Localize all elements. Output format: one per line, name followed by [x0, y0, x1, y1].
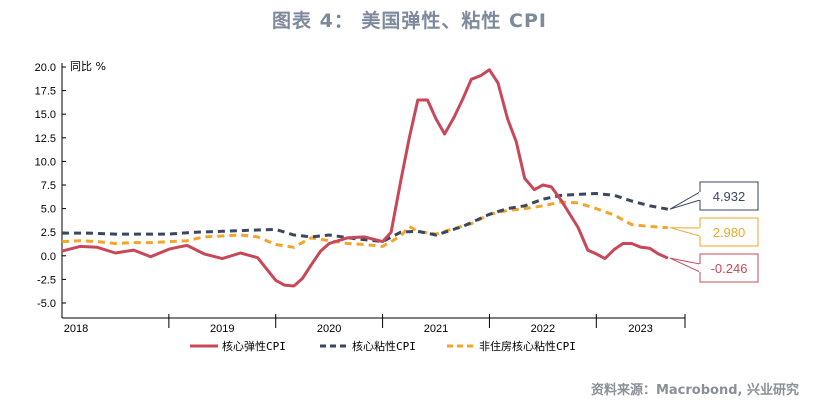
callout-value: 4.932	[713, 189, 746, 204]
callout-box	[699, 217, 759, 247]
x-tick-label: 2023	[628, 323, 652, 335]
callout-pointer	[669, 191, 701, 210]
y-axis-label: 同比 %	[70, 60, 106, 73]
x-tick-label: 2021	[424, 323, 448, 335]
y-tick-label: 20.0	[35, 62, 56, 74]
x-tick-label: 2019	[210, 323, 234, 335]
legend-label: 核心弹性CPI	[222, 339, 286, 353]
callout-value: -0.246	[711, 261, 748, 276]
y-tick-label: 15.0	[35, 109, 56, 121]
source-note: 资料来源：Macrobond, 兴业研究	[590, 383, 799, 398]
chart-title: 图表 4： 美国弹性、粘性 CPI	[271, 10, 547, 32]
x-tick-label: 2020	[317, 323, 341, 335]
y-tick-label: 0.0	[41, 251, 56, 263]
series-line-1	[62, 192, 669, 244]
y-tick-label: 7.5	[41, 180, 56, 192]
callout-box	[699, 181, 759, 211]
legend-label: 核心粘性CPI	[352, 339, 416, 353]
x-tick-label: 2022	[531, 323, 555, 335]
callout-pointer	[669, 227, 701, 237]
callout-pointer	[669, 257, 701, 273]
callout-value: 2.980	[713, 225, 746, 240]
legend-label: 非住房核心粘性CPI	[479, 339, 576, 353]
y-tick-label: 10.0	[35, 156, 56, 168]
y-tick-label: 12.5	[35, 133, 56, 145]
y-tick-label: -2.5	[37, 274, 56, 286]
x-tick-label: 2018	[64, 323, 88, 335]
series-line-0	[61, 68, 669, 288]
y-tick-label: 17.5	[35, 86, 56, 98]
y-tick-label: 5.0	[41, 204, 56, 216]
y-tick-label: -5.0	[37, 298, 56, 310]
y-tick-label: 2.5	[41, 227, 56, 239]
